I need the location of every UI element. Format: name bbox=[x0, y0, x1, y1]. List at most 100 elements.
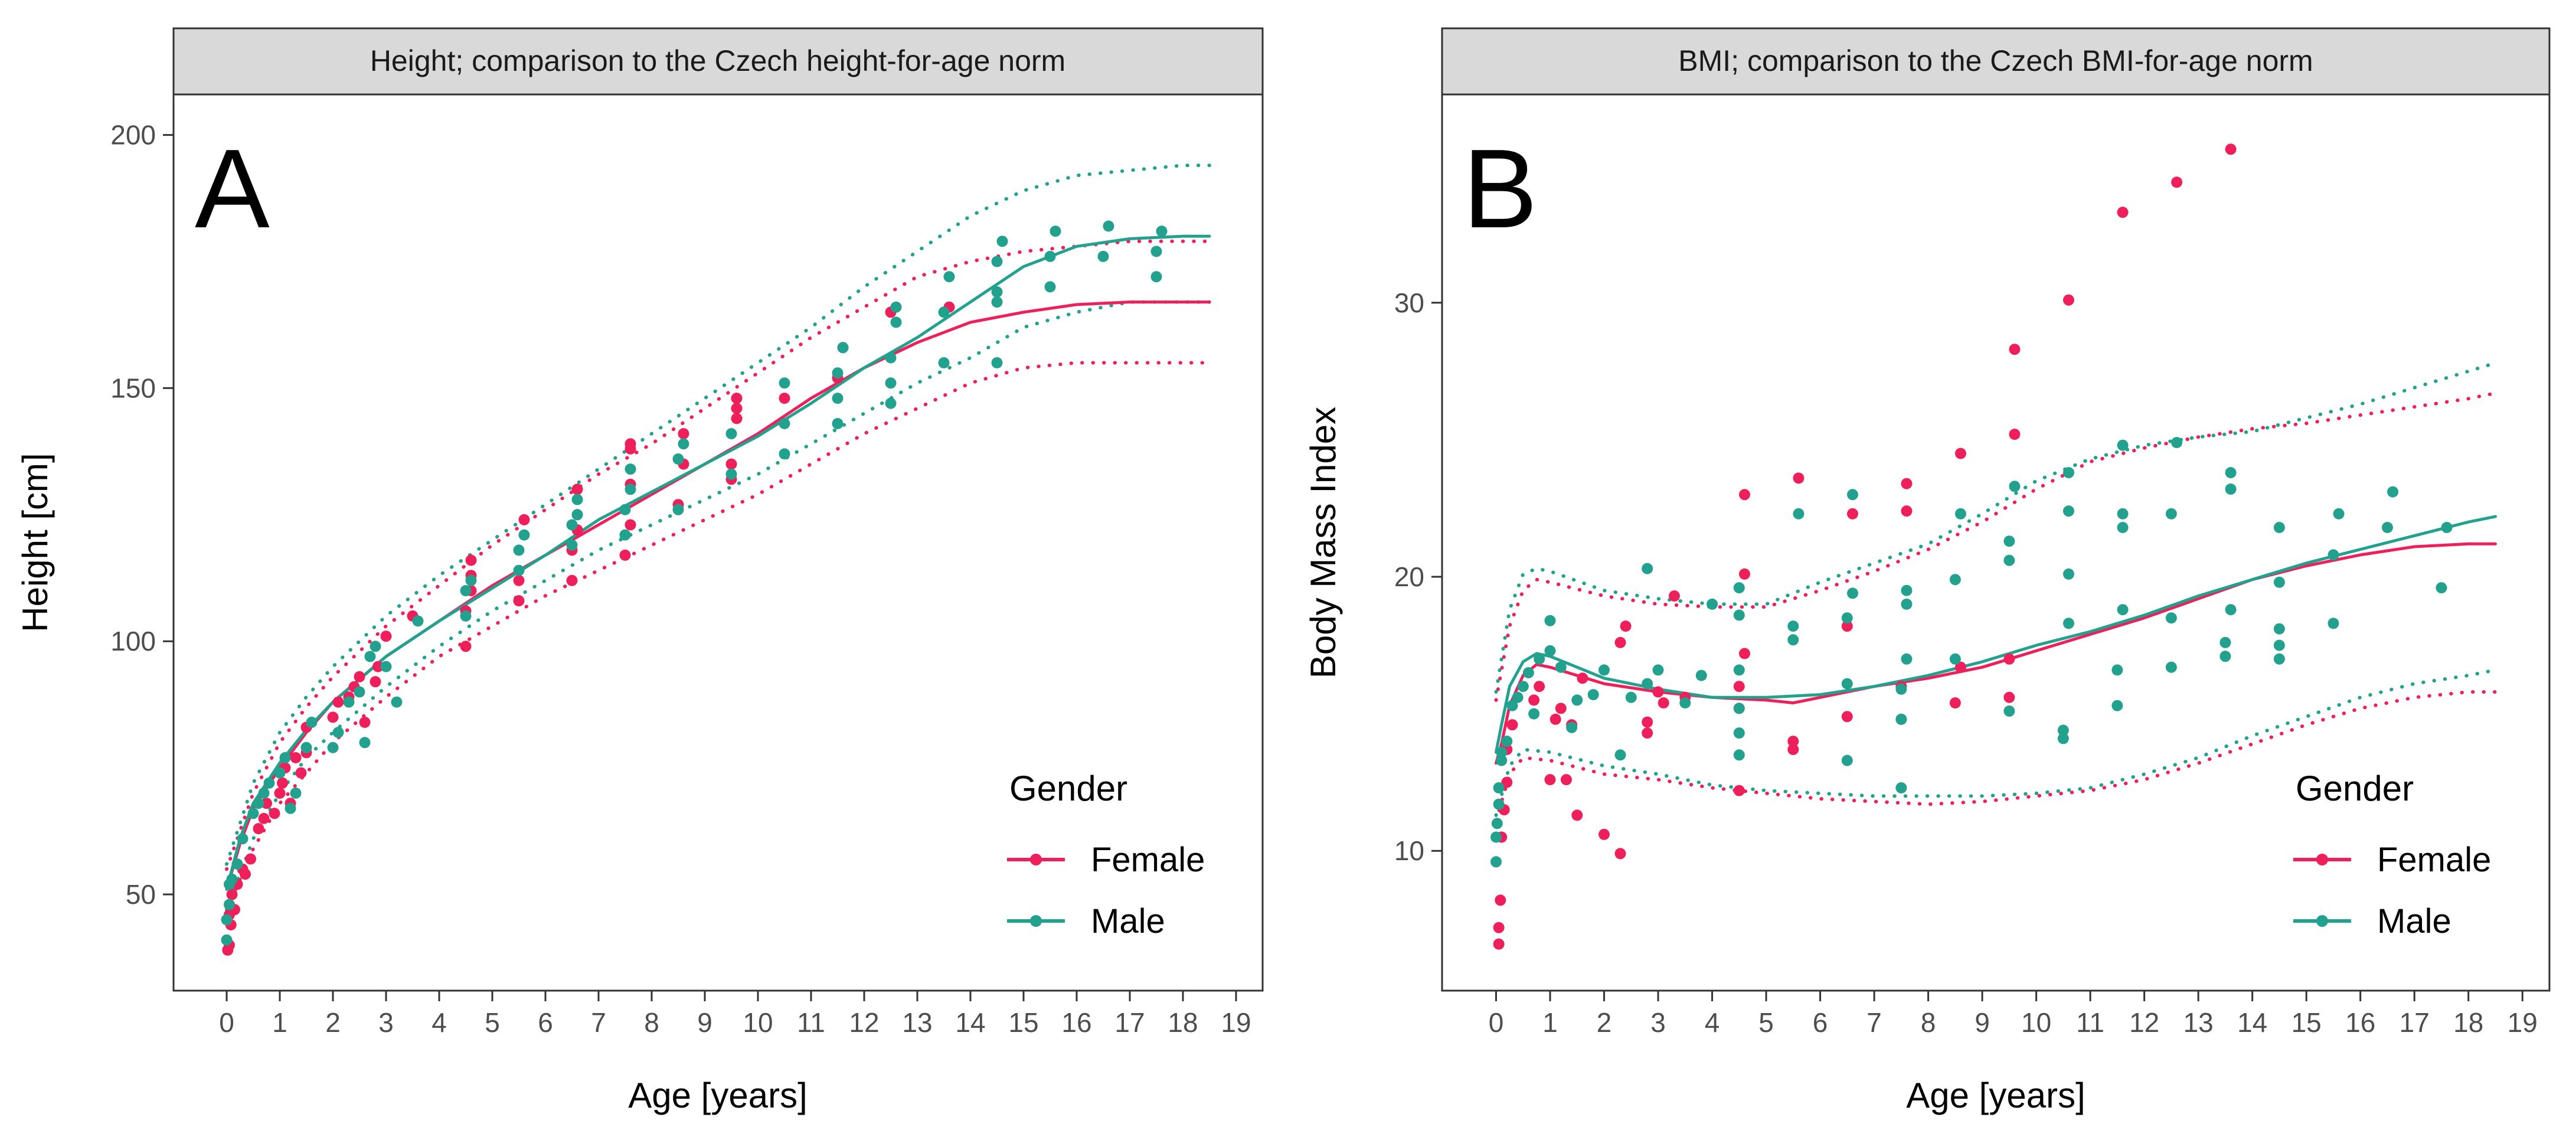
panel-a-y-axis-title: Height [cm] bbox=[15, 453, 55, 632]
panel-b-y-tick-label: 30 bbox=[1394, 288, 1424, 318]
panel-b-x-tick-label: 15 bbox=[2291, 1007, 2322, 1038]
panel-a-male-point bbox=[1156, 226, 1168, 237]
panel-b-male-point bbox=[2063, 568, 2074, 580]
panel-a-female-point bbox=[513, 595, 525, 607]
panel-b-x-tick-label: 2 bbox=[1597, 1007, 1612, 1038]
panel-a-male-point bbox=[1044, 250, 1056, 262]
panel-a-female-point bbox=[261, 798, 272, 809]
panel-a-x-tick-label: 10 bbox=[743, 1007, 773, 1038]
panel-a-male-point bbox=[370, 641, 381, 652]
panel-a-male-point bbox=[890, 316, 902, 328]
panel-b-male-point bbox=[2111, 700, 2123, 711]
panel-b-x-tick-label: 8 bbox=[1921, 1007, 1936, 1038]
panel-b-female-point bbox=[1598, 828, 1610, 840]
panel-b-female-point bbox=[1787, 736, 1799, 747]
panel-b-female-point bbox=[2225, 143, 2237, 155]
panel-b-male-point bbox=[1566, 721, 1578, 733]
panel-b-male-point bbox=[1490, 831, 1502, 843]
panel-a-male-point bbox=[571, 494, 583, 505]
panel-a-female-mean-line bbox=[225, 300, 1211, 891]
panel-b-plot-area bbox=[1441, 93, 2551, 992]
panel-a-male-point bbox=[1103, 220, 1114, 232]
panel-b-male-point bbox=[2063, 505, 2074, 517]
panel-a-x-tick-label: 13 bbox=[902, 1007, 932, 1038]
panel-b-male-point bbox=[2111, 664, 2123, 676]
panel-a-x-tick-label: 2 bbox=[325, 1007, 341, 1038]
panel-b-female-point bbox=[1614, 636, 1626, 648]
panel-b-x-tick-label: 11 bbox=[2076, 1007, 2104, 1038]
panel-b-male-point bbox=[1733, 703, 1745, 714]
panel-b-male-point bbox=[1787, 634, 1799, 646]
panel-b-female-point bbox=[1847, 508, 1858, 520]
panel-b-legend-female-label: Female bbox=[2377, 841, 2491, 879]
panel-b-male-point bbox=[1614, 749, 1626, 761]
panel-b-male-point bbox=[1493, 782, 1505, 793]
panel-a: Height; comparison to the Czech height-f… bbox=[15, 27, 1264, 1115]
panel-b-male-point bbox=[1901, 653, 1913, 665]
panel-a-female-point bbox=[290, 752, 302, 763]
panel-b-female-point bbox=[1495, 894, 1506, 906]
panel-b-female-point bbox=[1733, 681, 1745, 693]
panel-b-male-point bbox=[1841, 754, 1853, 766]
panel-a-female-point bbox=[240, 868, 251, 880]
panel-a-x-axis-title: Age [years] bbox=[628, 1076, 808, 1115]
panel-b-male-point bbox=[1642, 563, 1653, 574]
panel-b-female-point bbox=[2117, 207, 2129, 218]
panel-a-female-point bbox=[274, 788, 286, 799]
panel-a-male-point bbox=[364, 651, 376, 662]
panel-b-legend-male-label: Male bbox=[2377, 902, 2451, 940]
panel-b-male-point bbox=[1949, 574, 1961, 586]
panel-a-x-tick-label: 12 bbox=[849, 1007, 879, 1038]
panel-b-male-point bbox=[2436, 582, 2447, 594]
panel-a-male-point bbox=[306, 717, 318, 728]
panel-a-female-point bbox=[253, 823, 264, 835]
panel-a-male-point bbox=[247, 808, 259, 819]
panel-a-male-point bbox=[832, 367, 844, 379]
panel-b-y-tick-label: 20 bbox=[1394, 561, 1424, 592]
panel-a-male-point bbox=[279, 752, 291, 763]
panel-b-x-tick-label: 12 bbox=[2129, 1007, 2159, 1038]
panel-b-female-point bbox=[1841, 620, 1853, 632]
panel-b-male-point bbox=[1733, 582, 1745, 594]
panel-b-male-point bbox=[2273, 623, 2285, 635]
panel-a-female-point bbox=[571, 484, 583, 495]
panel-b-x-tick-label: 14 bbox=[2237, 1007, 2267, 1038]
panel-a-male-point bbox=[571, 509, 583, 521]
panel-a-female-point bbox=[332, 696, 344, 708]
panel-b-x-tick-label: 16 bbox=[2345, 1007, 2375, 1038]
panel-a-female-point bbox=[725, 458, 737, 470]
panel-b-x-tick-label: 17 bbox=[2400, 1007, 2430, 1038]
panel-b-male-point bbox=[1895, 683, 1907, 695]
panel-b-male-point bbox=[1496, 754, 1508, 766]
panel-a-female-point bbox=[372, 661, 384, 672]
panel-a-y-tick-label: 150 bbox=[110, 373, 156, 403]
panel-b-female-point bbox=[1506, 719, 1518, 731]
panel-a-female-point bbox=[295, 767, 307, 779]
panel-b-female-point bbox=[1955, 447, 1966, 459]
panel-a-male-point bbox=[625, 463, 636, 475]
panel-a-male-point bbox=[343, 696, 355, 708]
panel-b-y-tick-label: 10 bbox=[1394, 835, 1424, 866]
panel-a-male-point bbox=[678, 438, 689, 450]
panel-a-female-point bbox=[518, 514, 530, 525]
panel-a-female-point bbox=[370, 676, 381, 688]
panel-a-male-point bbox=[1150, 246, 1162, 257]
panel-b-x-tick-label: 5 bbox=[1758, 1007, 1774, 1038]
panel-b-female-point bbox=[1501, 776, 1513, 788]
panel-a-male-point bbox=[253, 798, 264, 809]
panel-b-x-tick-label: 7 bbox=[1866, 1007, 1882, 1038]
panel-b-male-point bbox=[1949, 653, 1961, 665]
panel-a-male-point bbox=[460, 610, 472, 622]
panel-a-x-tick-label: 8 bbox=[644, 1007, 659, 1038]
panel-b-male-point bbox=[1491, 818, 1503, 829]
panel-b-female-point bbox=[2003, 653, 2015, 665]
panel-b-male-point bbox=[2273, 639, 2285, 651]
panel-a-male-point bbox=[672, 504, 684, 515]
panel-b-female-point bbox=[1841, 711, 1853, 723]
panel-a-title: Height; comparison to the Czech height-f… bbox=[370, 44, 1065, 77]
panel-b-x-tick-label: 6 bbox=[1813, 1007, 1828, 1038]
panel-a-male-upper-line bbox=[225, 164, 1211, 866]
panel-a-female-point bbox=[678, 428, 689, 440]
panel-a-male-point bbox=[237, 833, 249, 845]
